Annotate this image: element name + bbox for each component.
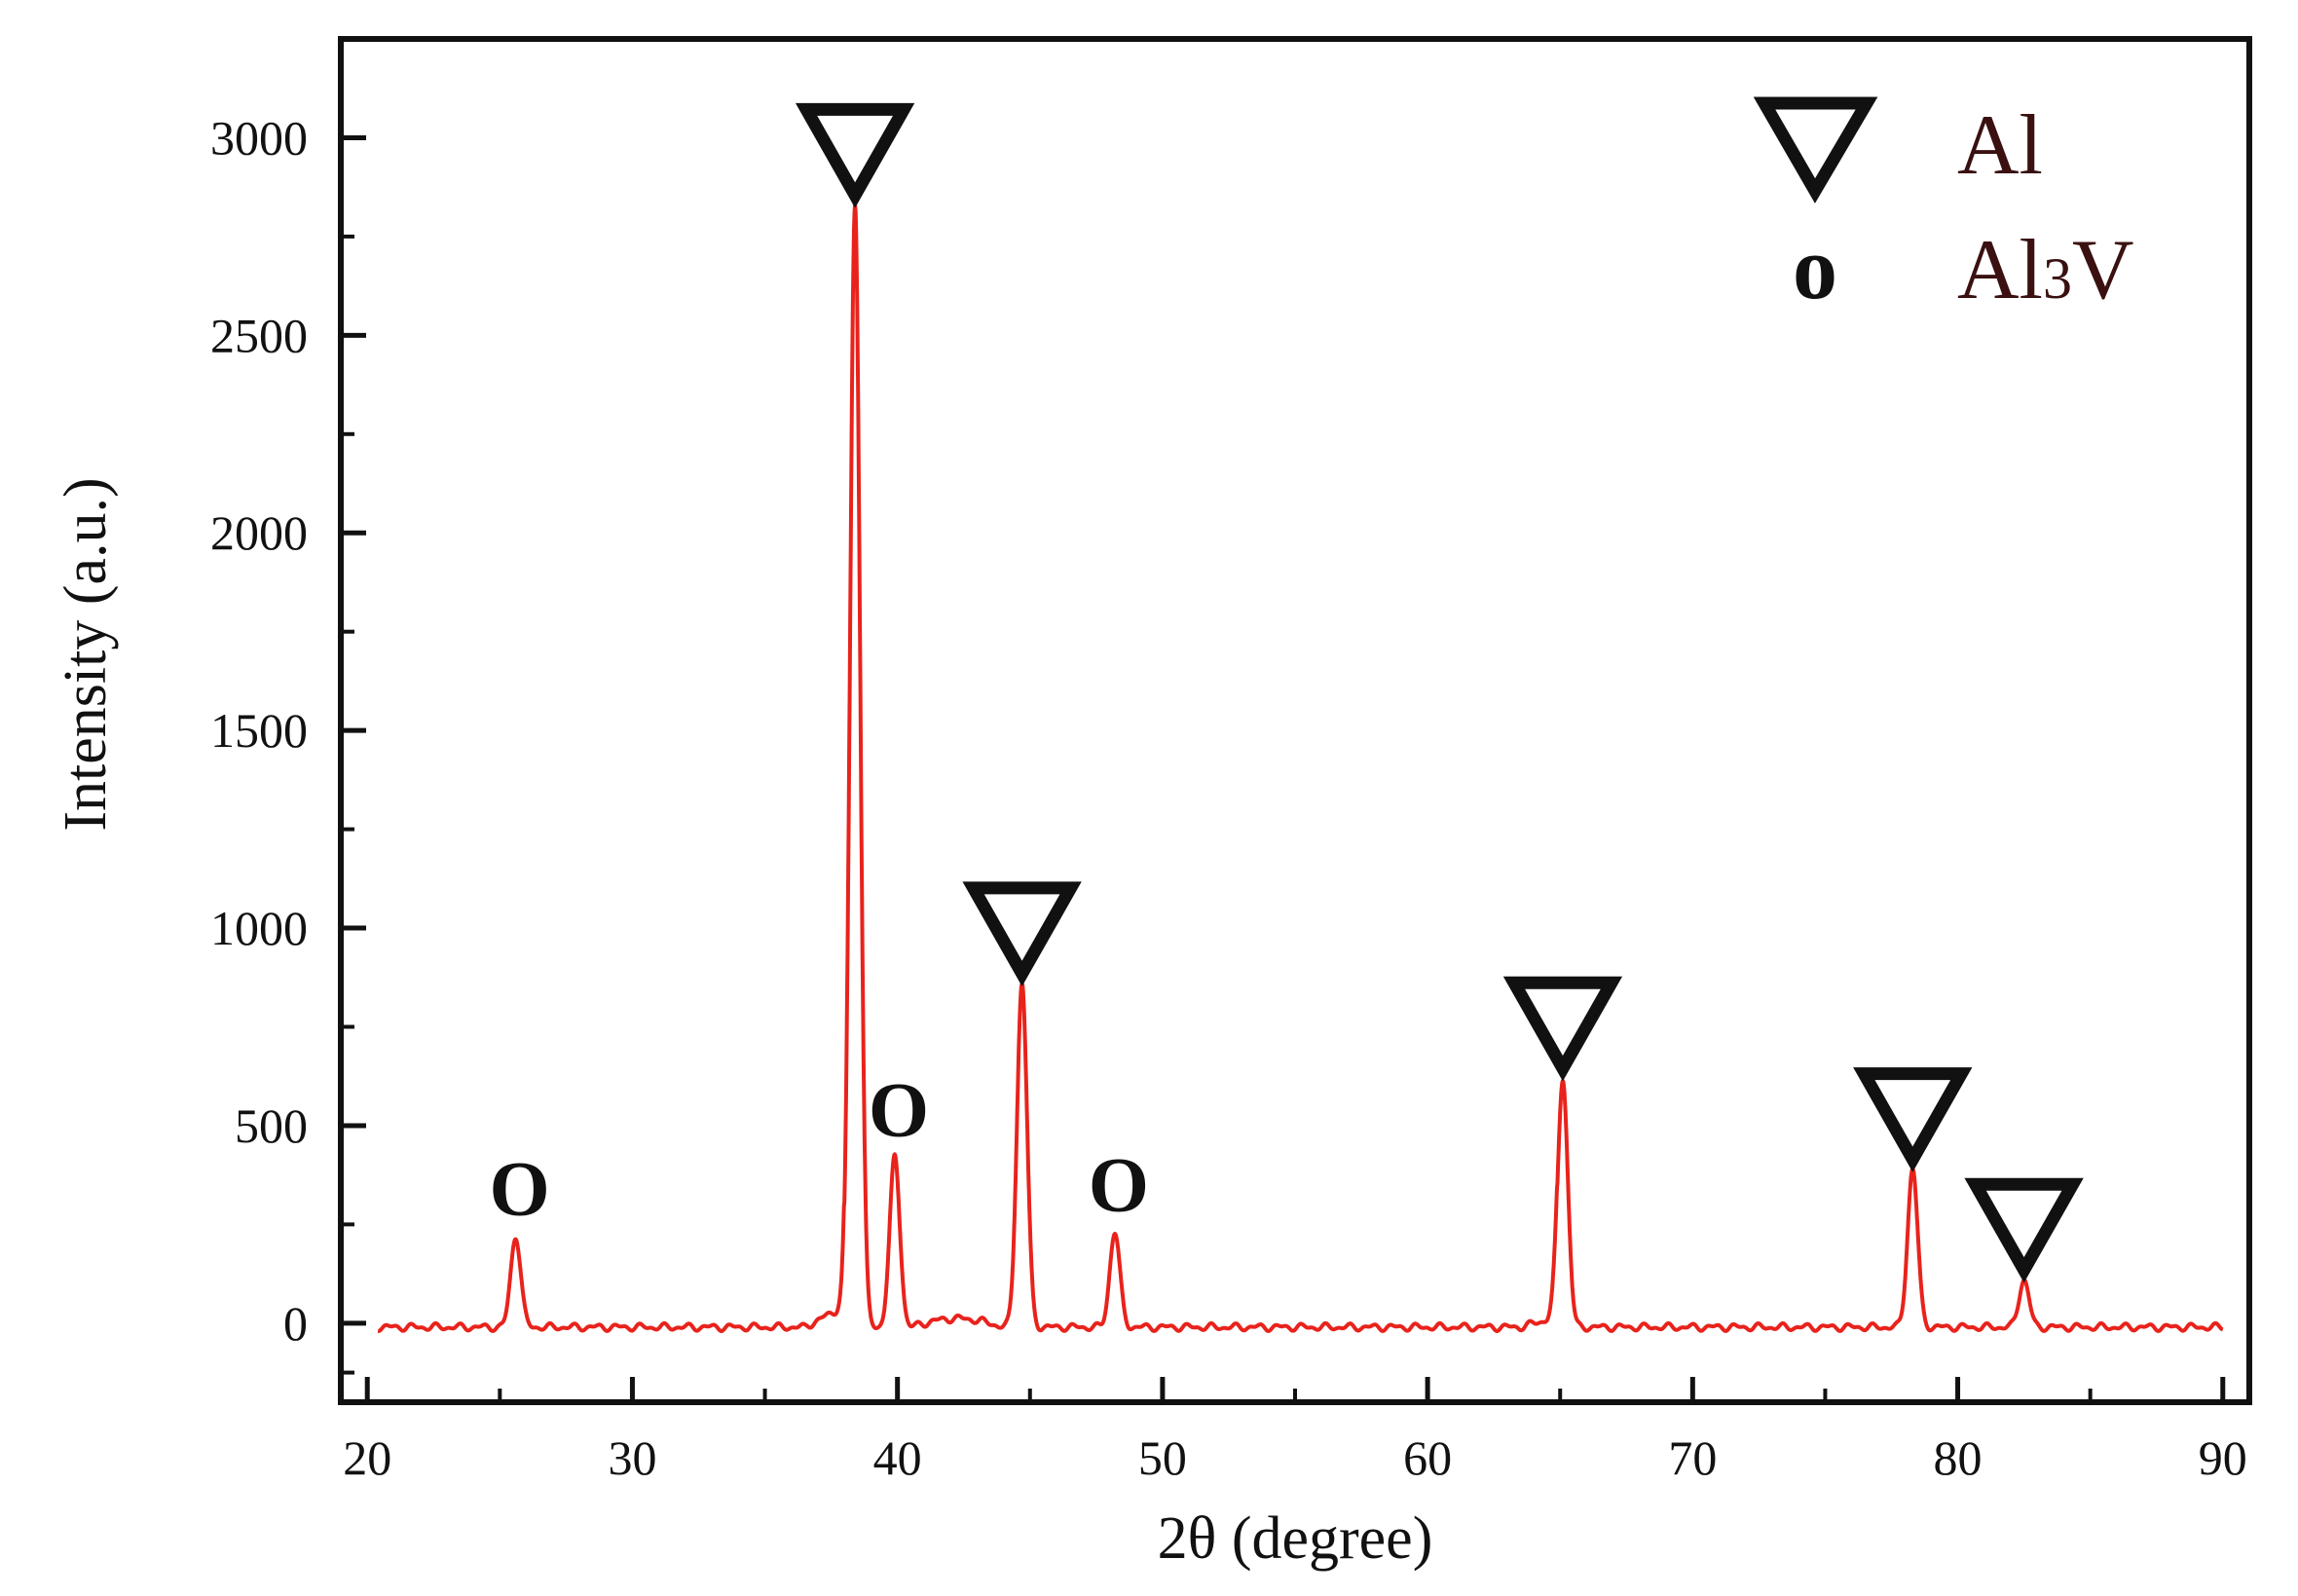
y-tick-label-2000: 2000 [210, 505, 308, 560]
x-tick-label-40: 40 [873, 1430, 922, 1485]
y-tick-label-0: 0 [283, 1296, 308, 1351]
x-tick-label-80: 80 [1934, 1430, 1983, 1485]
y-tick-label-1000: 1000 [210, 901, 308, 955]
legend-label-al3v: Al3V [1957, 223, 2134, 317]
peak-marker-al-7 [1964, 1177, 2084, 1283]
y-tick-label-500: 500 [235, 1098, 308, 1153]
peak-marker-al-1 [795, 102, 915, 208]
y-tick-label-1500: 1500 [210, 703, 308, 758]
y-tick-label-3000: 3000 [210, 110, 308, 165]
y-axis-title: Intensity (a.u.) [53, 477, 119, 831]
peak-marker-al-5 [1502, 976, 1623, 1082]
x-tick-label-30: 30 [608, 1430, 656, 1485]
series-line [376, 203, 2225, 1333]
y-tick-label-2500: 2500 [210, 308, 308, 362]
legend-label-al3v-main: Al [1957, 223, 2043, 317]
x-axis-title: 2θ (degree) [1158, 1505, 1433, 1572]
peak-marker-al-3 [962, 881, 1082, 987]
legend-al-triangle-icon [1753, 96, 1878, 204]
peak-marker-al3v-0: O [490, 1147, 550, 1233]
x-tick-label-50: 50 [1138, 1430, 1187, 1485]
series-layer [376, 203, 2225, 1333]
legend: Al o Al3V [1753, 96, 2134, 317]
x-tick-label-70: 70 [1668, 1430, 1717, 1485]
peak-marker-al-6 [1853, 1067, 1973, 1172]
legend-al3v-circle-icon: o [1793, 218, 1837, 317]
peak-marker-al3v-2: O [869, 1067, 929, 1153]
x-tick-label-90: 90 [2199, 1430, 2247, 1485]
x-tick-label-20: 20 [343, 1430, 391, 1485]
legend-label-al: Al [1957, 98, 2043, 193]
x-tick-label-60: 60 [1403, 1430, 1452, 1485]
y-axis-ticks: 0 500 1000 1500 2000 2500 3000 [210, 110, 366, 1375]
x-axis-ticks: 20 30 40 50 60 70 80 90 [343, 1377, 2247, 1485]
annotation-layer: OOO [490, 102, 2084, 1283]
legend-label-al3v-tail: V [2072, 223, 2134, 317]
legend-label-al3v-subscript: 3 [2043, 246, 2072, 311]
peak-marker-al3v-4: O [1089, 1143, 1149, 1229]
